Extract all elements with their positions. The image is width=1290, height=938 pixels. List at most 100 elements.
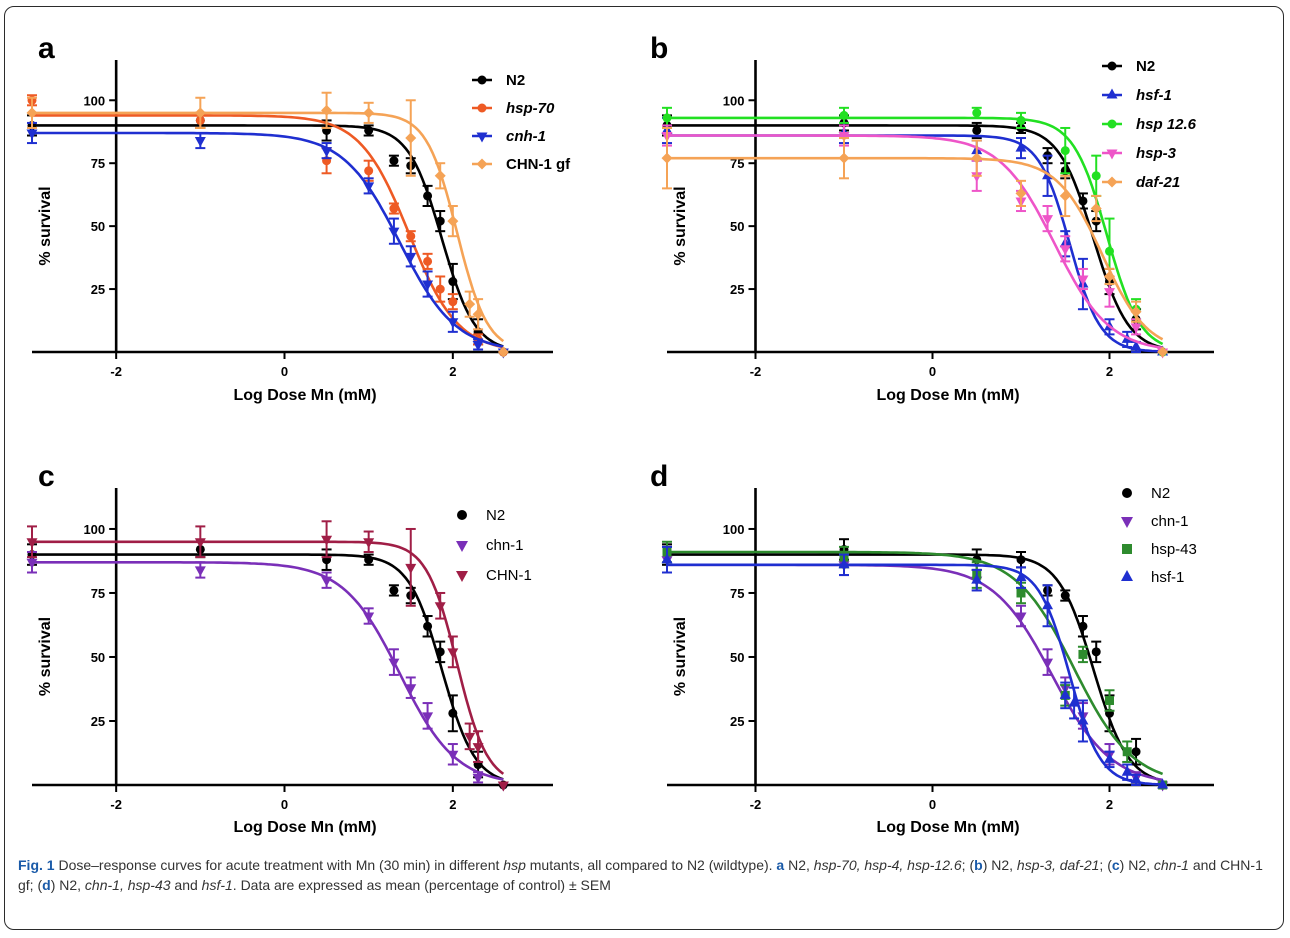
- y-tick-label: 25: [91, 714, 105, 729]
- data-point: [26, 129, 38, 140]
- data-point: [1107, 61, 1117, 71]
- caption-c-list: chn-1: [1153, 857, 1189, 873]
- series-chn-1-gf: CHN-1 gf: [26, 91, 571, 358]
- series-hsp-43: hsp-43: [662, 540, 1197, 790]
- data-point: [1078, 196, 1088, 206]
- data-point: [423, 621, 433, 631]
- x-tick-label: 0: [281, 364, 288, 379]
- caption-b-list: hsp-3, daf-21: [1016, 857, 1100, 873]
- data-point: [1121, 765, 1133, 776]
- data-point: [1130, 323, 1142, 334]
- fit-curve: [667, 156, 1164, 341]
- data-point: [26, 107, 38, 119]
- data-point: [464, 732, 476, 743]
- fit-curve: [667, 116, 1164, 346]
- legend-label: hsp-70: [506, 100, 555, 117]
- data-point: [1122, 544, 1132, 554]
- data-point: [423, 256, 433, 266]
- data-point: [1059, 190, 1071, 202]
- caption-fig-label: Fig. 1: [18, 857, 55, 873]
- data-point: [1104, 752, 1115, 763]
- data-point: [476, 132, 488, 143]
- fit-curve: [667, 550, 1164, 776]
- caption-text: ) N2,: [982, 857, 1017, 873]
- data-point: [1105, 246, 1114, 256]
- data-point: [838, 152, 850, 164]
- data-point: [1016, 588, 1026, 598]
- x-tick-label: -2: [750, 797, 762, 812]
- figure-caption: Fig. 1 Dose–response curves for acute tr…: [18, 855, 1268, 895]
- fit-curve: [667, 124, 1163, 349]
- x-axis-title: Log Dose Mn (mM): [876, 387, 1019, 404]
- data-point: [456, 541, 468, 552]
- caption-text: and: [170, 877, 202, 893]
- y-tick-label: 75: [730, 156, 744, 171]
- data-point: [1060, 591, 1070, 601]
- fit-curve: [32, 540, 505, 775]
- x-tick-label: -2: [110, 364, 122, 379]
- x-tick-label: -2: [750, 364, 762, 379]
- legend-label: hsf-1: [1136, 87, 1172, 104]
- data-point: [1042, 658, 1054, 669]
- data-point: [1015, 571, 1027, 582]
- x-tick-label: 0: [281, 797, 288, 812]
- data-point: [389, 204, 399, 214]
- data-point: [405, 563, 417, 574]
- x-tick-label: 2: [1106, 364, 1113, 379]
- data-point: [477, 75, 487, 85]
- legend-label: N2: [1151, 485, 1170, 502]
- legend-label: hsp-3: [1136, 145, 1177, 162]
- caption-text: ) N2,: [50, 877, 85, 893]
- fit-curve: [667, 563, 1163, 786]
- data-point: [839, 110, 849, 120]
- fit-curve: [32, 131, 504, 348]
- data-point: [26, 538, 38, 549]
- data-point: [364, 555, 374, 565]
- data-point: [1015, 612, 1027, 623]
- caption-panel-b: b: [974, 857, 983, 873]
- y-tick-label: 100: [723, 93, 745, 108]
- data-point: [1091, 647, 1101, 657]
- caption-text: N2,: [784, 857, 814, 873]
- y-axis-title: % survival: [37, 617, 54, 696]
- data-point: [1042, 599, 1054, 610]
- series-n2: N2: [27, 507, 508, 790]
- y-tick-label: 25: [91, 282, 105, 297]
- legend-label: N2: [506, 72, 525, 89]
- data-point: [456, 571, 468, 582]
- series-cnh-1: cnh-1: [26, 121, 546, 359]
- caption-text: mutants, all compared to N2 (wildtype).: [525, 857, 777, 873]
- data-point: [1078, 621, 1088, 631]
- data-point: [972, 108, 982, 118]
- data-point: [1016, 555, 1026, 565]
- x-axis-title: Log Dose Mn (mM): [233, 387, 376, 404]
- data-point: [447, 215, 459, 227]
- data-point: [447, 318, 459, 329]
- data-point: [364, 166, 374, 176]
- data-point: [434, 602, 446, 613]
- data-point: [476, 158, 488, 170]
- y-tick-label: 75: [730, 586, 744, 601]
- caption-d-last: hsf-1: [201, 877, 233, 893]
- caption-panel-a: a: [776, 857, 785, 873]
- legend-label: N2: [1136, 58, 1155, 75]
- data-point: [448, 297, 458, 307]
- figure-frame: [4, 6, 1284, 930]
- data-point: [321, 535, 333, 546]
- legend-label: hsp 12.6: [1136, 116, 1197, 133]
- fit-curve: [32, 111, 505, 343]
- legend-label: daf-21: [1136, 174, 1180, 191]
- data-point: [363, 538, 375, 549]
- data-point: [26, 558, 38, 569]
- data-point: [364, 125, 374, 135]
- data-point: [661, 553, 673, 564]
- data-point: [1016, 115, 1026, 125]
- y-tick-label: 25: [730, 282, 744, 297]
- data-point: [194, 107, 206, 119]
- data-point: [388, 658, 400, 669]
- series-chn-1: chn-1: [26, 537, 524, 792]
- fit-curve: [667, 134, 1163, 350]
- data-point: [405, 684, 417, 695]
- data-point: [1106, 176, 1118, 188]
- data-point: [838, 132, 850, 143]
